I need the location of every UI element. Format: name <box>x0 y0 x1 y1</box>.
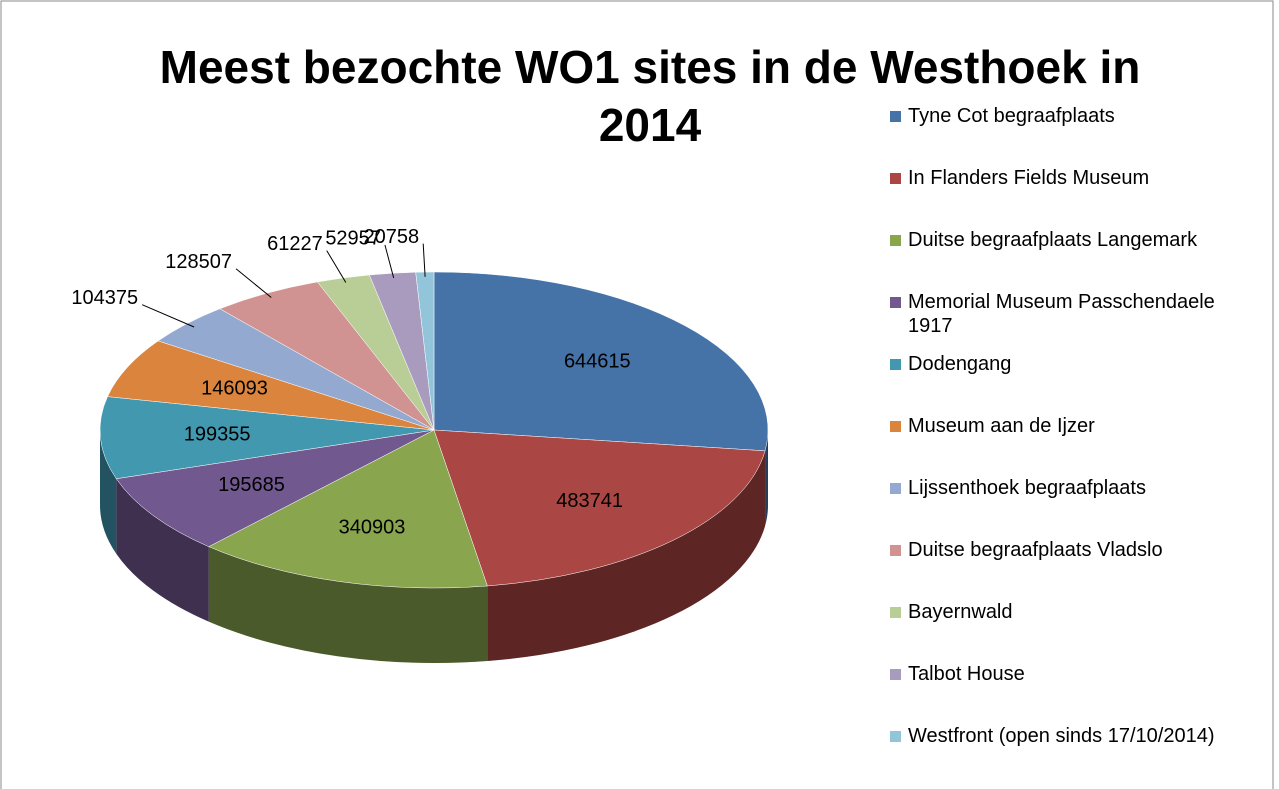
legend-item: In Flanders Fields Museum <box>890 166 1240 228</box>
legend-label: Talbot House <box>908 663 1025 685</box>
legend-swatch <box>890 731 901 742</box>
data-label: 20758 <box>364 226 420 248</box>
legend-item: Lijssenthoek begraafplaats <box>890 476 1240 538</box>
data-label: 128507 <box>165 251 232 273</box>
slice <box>433 429 766 587</box>
data-label: 146093 <box>201 378 268 400</box>
legend-item: Tyne Cot begraafplaats <box>890 104 1240 166</box>
legend-label: Dodengang <box>908 353 1012 375</box>
legend-item: Duitse begraafplaats Vladslo <box>890 538 1240 600</box>
slice <box>107 340 435 431</box>
slice-side <box>487 450 766 661</box>
legend-item: Dodengang <box>890 352 1240 414</box>
leader-line <box>422 243 426 277</box>
legend-swatch <box>890 669 901 680</box>
slice-side-shade <box>208 546 488 663</box>
legend-swatch <box>890 545 901 556</box>
legend-item: Memorial Museum Passchendaele 1917 <box>890 290 1240 352</box>
slice-side <box>116 478 209 622</box>
slice-side-shade <box>100 430 117 554</box>
data-label: 644615 <box>564 351 631 373</box>
slice <box>99 396 435 480</box>
legend-item: Museum aan de Ijzer <box>890 414 1240 476</box>
slice-side <box>765 430 768 526</box>
data-label: 199355 <box>184 423 251 445</box>
slice <box>208 429 488 589</box>
legend-swatch <box>890 235 901 246</box>
legend-label: Museum aan de Ijzer <box>908 415 1095 437</box>
slice-side-shade <box>765 430 768 526</box>
legend-item: Westfront (open sinds 17/10/2014) <box>890 724 1240 786</box>
slice-side <box>208 546 488 663</box>
legend-label: Duitse begraafplaats Langemark <box>908 229 1198 251</box>
data-label: 340903 <box>339 517 406 539</box>
slice <box>115 429 435 547</box>
legend-swatch <box>890 297 901 308</box>
slice-side-shade <box>116 478 209 622</box>
leader-line <box>141 304 195 328</box>
data-label: 52957 <box>325 227 381 249</box>
slice-side <box>100 430 117 554</box>
legend-label: Tyne Cot begraafplaats <box>908 105 1115 127</box>
chart-title: Meest bezochte WO1 sites in de Westhoek … <box>159 41 1141 151</box>
legend-label: In Flanders Fields Museum <box>908 167 1150 189</box>
data-label: 483741 <box>556 490 623 512</box>
legend-item: Bayernwald <box>890 600 1240 662</box>
slice-side-shade <box>487 450 766 661</box>
legend-swatch <box>890 607 901 618</box>
legend-swatch <box>890 173 901 184</box>
legend-label: Westfront (open sinds 17/10/2014) <box>908 725 1215 747</box>
legend-item: Duitse begraafplaats Langemark <box>890 228 1240 290</box>
data-label: 195685 <box>218 474 285 496</box>
legend-item: Talbot House <box>890 662 1240 724</box>
legend-swatch <box>890 111 901 122</box>
leader-line <box>235 268 272 298</box>
data-label: 61227 <box>267 233 323 255</box>
legend-swatch <box>890 359 901 370</box>
legend-label: Memorial Museum Passchendaele 1917 <box>908 291 1215 337</box>
legend-label: Bayernwald <box>908 601 1013 623</box>
leader-line <box>384 244 395 279</box>
legend-label: Duitse begraafplaats Vladslo <box>908 539 1163 561</box>
legend-label: Lijssenthoek begraafplaats <box>908 477 1146 499</box>
legend-swatch <box>890 483 901 494</box>
leader-line <box>326 250 347 283</box>
slice <box>433 271 769 452</box>
legend: Tyne Cot begraafplaats In Flanders Fields… <box>890 104 1240 786</box>
legend-swatch <box>890 421 901 432</box>
data-label: 104375 <box>71 287 138 309</box>
